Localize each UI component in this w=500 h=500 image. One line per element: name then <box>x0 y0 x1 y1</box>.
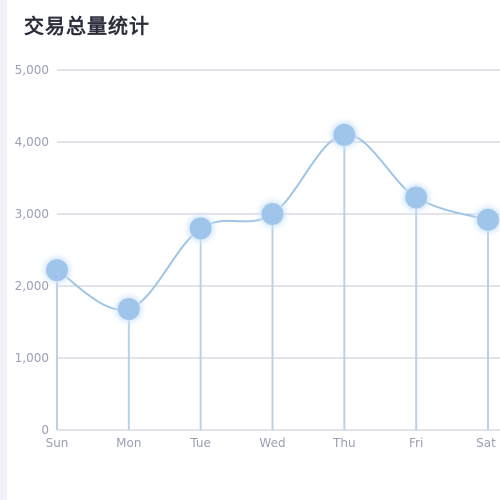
data-point[interactable] <box>333 123 356 146</box>
data-point[interactable] <box>46 259 68 282</box>
y-tick-label: 1,000 <box>15 351 49 365</box>
data-points <box>44 121 500 323</box>
y-tick-label: 3,000 <box>15 207 49 221</box>
left-edge-strip <box>0 0 7 500</box>
x-axis-tick-labels: Sun Mon Tue Wed Thu Fri Sat <box>46 436 497 450</box>
data-point[interactable] <box>117 298 140 321</box>
data-point[interactable] <box>405 186 428 209</box>
grid-lines <box>57 69 500 431</box>
y-axis-tick-labels: 0 1,000 2,000 3,000 4,000 5,000 <box>15 63 49 437</box>
drop-lines <box>56 134 489 430</box>
x-tick-label: Thu <box>332 436 356 450</box>
x-tick-label: Tue <box>189 436 211 450</box>
x-tick-label: Sat <box>476 436 496 450</box>
y-tick-label: 4,000 <box>15 135 49 149</box>
chart-title: 交易总量统计 <box>24 14 150 38</box>
x-tick-label: Mon <box>116 436 141 450</box>
y-tick-label: 5,000 <box>15 63 49 77</box>
y-tick-label: 2,000 <box>15 279 49 293</box>
data-point[interactable] <box>261 203 284 225</box>
data-point[interactable] <box>477 208 499 231</box>
x-tick-label: Sun <box>46 436 69 450</box>
data-point[interactable] <box>189 217 212 240</box>
x-tick-label: Fri <box>409 436 423 450</box>
y-tick-label: 0 <box>41 423 49 437</box>
x-tick-label: Wed <box>259 436 285 450</box>
